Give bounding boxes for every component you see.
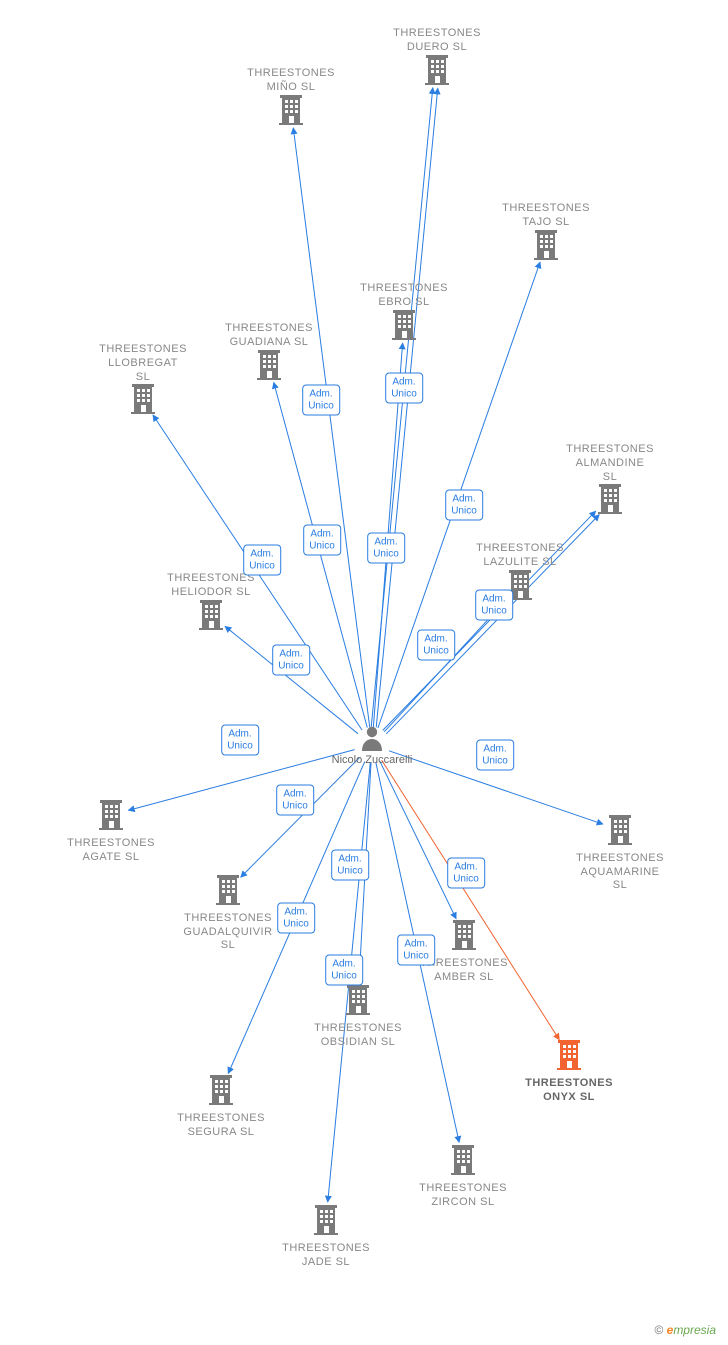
copyright: © empresia <box>654 1323 716 1337</box>
company-label: THREESTONES AQUAMARINE SL <box>565 852 675 893</box>
brand-rest: mpresia <box>673 1323 716 1337</box>
company-label: THREESTONES DUERO SL <box>382 27 492 55</box>
building-icon <box>391 331 417 343</box>
person-icon <box>360 725 384 751</box>
edge-line <box>380 761 456 919</box>
company-label: THREESTONES GUADALQUIVIR SL <box>173 912 283 953</box>
company-label: THREESTONES AGATE SL <box>56 837 166 865</box>
edge-label: Adm. Unico <box>475 590 513 621</box>
building-icon <box>424 76 450 88</box>
company-node-ebro[interactable]: THREESTONES EBRO SL <box>349 280 459 344</box>
edge-label: Adm. Unico <box>272 645 310 676</box>
edge-label: Adm. Unico <box>397 935 435 966</box>
company-node-onyx[interactable]: THREESTONES ONYX SL <box>514 1040 624 1104</box>
company-label: THREESTONES LAZULITE SL <box>465 542 575 570</box>
company-label: THREESTONES ONYX SL <box>514 1077 624 1105</box>
building-icon <box>556 1061 582 1073</box>
center-person-node[interactable]: Nicolo Zuccarelli <box>327 725 417 766</box>
edge-label: Adm. Unico <box>367 533 405 564</box>
building-icon <box>278 116 304 128</box>
edge-label: Adm. Unico <box>302 385 340 416</box>
company-node-heliodor[interactable]: THREESTONES HELIODOR SL <box>156 570 266 634</box>
edge-label: Adm. Unico <box>303 525 341 556</box>
building-icon <box>98 821 124 833</box>
building-icon <box>256 371 282 383</box>
edge-label: Adm. Unico <box>277 903 315 934</box>
edge-label: Adm. Unico <box>325 955 363 986</box>
building-icon <box>533 251 559 263</box>
edge-label: Adm. Unico <box>221 725 259 756</box>
company-node-guadalquivir[interactable]: THREESTONES GUADALQUIVIR SL <box>173 875 283 953</box>
company-label: THREESTONES ALMANDINE SL <box>555 443 665 484</box>
company-node-zircon[interactable]: THREESTONES ZIRCON SL <box>408 1145 518 1209</box>
company-label: THREESTONES GUADIANA SL <box>214 322 324 350</box>
edge-label: Adm. Unico <box>445 490 483 521</box>
company-label: THREESTONES HELIODOR SL <box>156 572 266 600</box>
building-icon <box>198 621 224 633</box>
company-node-tajo[interactable]: THREESTONES TAJO SL <box>491 200 601 264</box>
copyright-symbol: © <box>654 1323 663 1337</box>
edge-label: Adm. Unico <box>331 850 369 881</box>
edge-line <box>225 626 358 733</box>
company-label: THREESTONES TAJO SL <box>491 202 601 230</box>
company-node-obsidian[interactable]: THREESTONES OBSIDIAN SL <box>303 985 413 1049</box>
company-node-mino[interactable]: THREESTONES MIÑO SL <box>236 65 346 129</box>
center-label: Nicolo Zuccarelli <box>327 754 417 766</box>
company-label: THREESTONES MIÑO SL <box>236 67 346 95</box>
network-graph-lines <box>0 0 728 1345</box>
building-icon <box>313 1226 339 1238</box>
company-node-segura[interactable]: THREESTONES SEGURA SL <box>166 1075 276 1139</box>
edge-label: Adm. Unico <box>276 785 314 816</box>
building-icon <box>597 505 623 517</box>
company-node-almandine[interactable]: THREESTONES ALMANDINE SL <box>555 441 665 519</box>
company-label: THREESTONES JADE SL <box>271 1242 381 1270</box>
company-node-aquamarine[interactable]: THREESTONES AQUAMARINE SL <box>565 815 675 893</box>
edge-label: Adm. Unico <box>385 373 423 404</box>
building-icon <box>451 941 477 953</box>
edge-label: Adm. Unico <box>417 630 455 661</box>
company-node-duero[interactable]: THREESTONES DUERO SL <box>382 25 492 89</box>
company-label: THREESTONES OBSIDIAN SL <box>303 1022 413 1050</box>
edge-label: Adm. Unico <box>476 740 514 771</box>
company-node-jade[interactable]: THREESTONES JADE SL <box>271 1205 381 1269</box>
edge-line <box>293 128 369 727</box>
building-icon <box>607 836 633 848</box>
edge-label: Adm. Unico <box>447 858 485 889</box>
company-label: THREESTONES LLOBREGAT SL <box>88 343 198 384</box>
company-node-guadiana[interactable]: THREESTONES GUADIANA SL <box>214 320 324 384</box>
building-icon <box>215 896 241 908</box>
edge-label: Adm. Unico <box>243 545 281 576</box>
building-icon <box>130 405 156 417</box>
company-node-agate[interactable]: THREESTONES AGATE SL <box>56 800 166 864</box>
company-node-llobregat[interactable]: THREESTONES LLOBREGAT SL <box>88 341 198 419</box>
building-icon <box>450 1166 476 1178</box>
company-label: THREESTONES EBRO SL <box>349 282 459 310</box>
building-icon <box>208 1096 234 1108</box>
company-label: THREESTONES SEGURA SL <box>166 1112 276 1140</box>
building-icon <box>345 1006 371 1018</box>
company-label: THREESTONES ZIRCON SL <box>408 1182 518 1210</box>
